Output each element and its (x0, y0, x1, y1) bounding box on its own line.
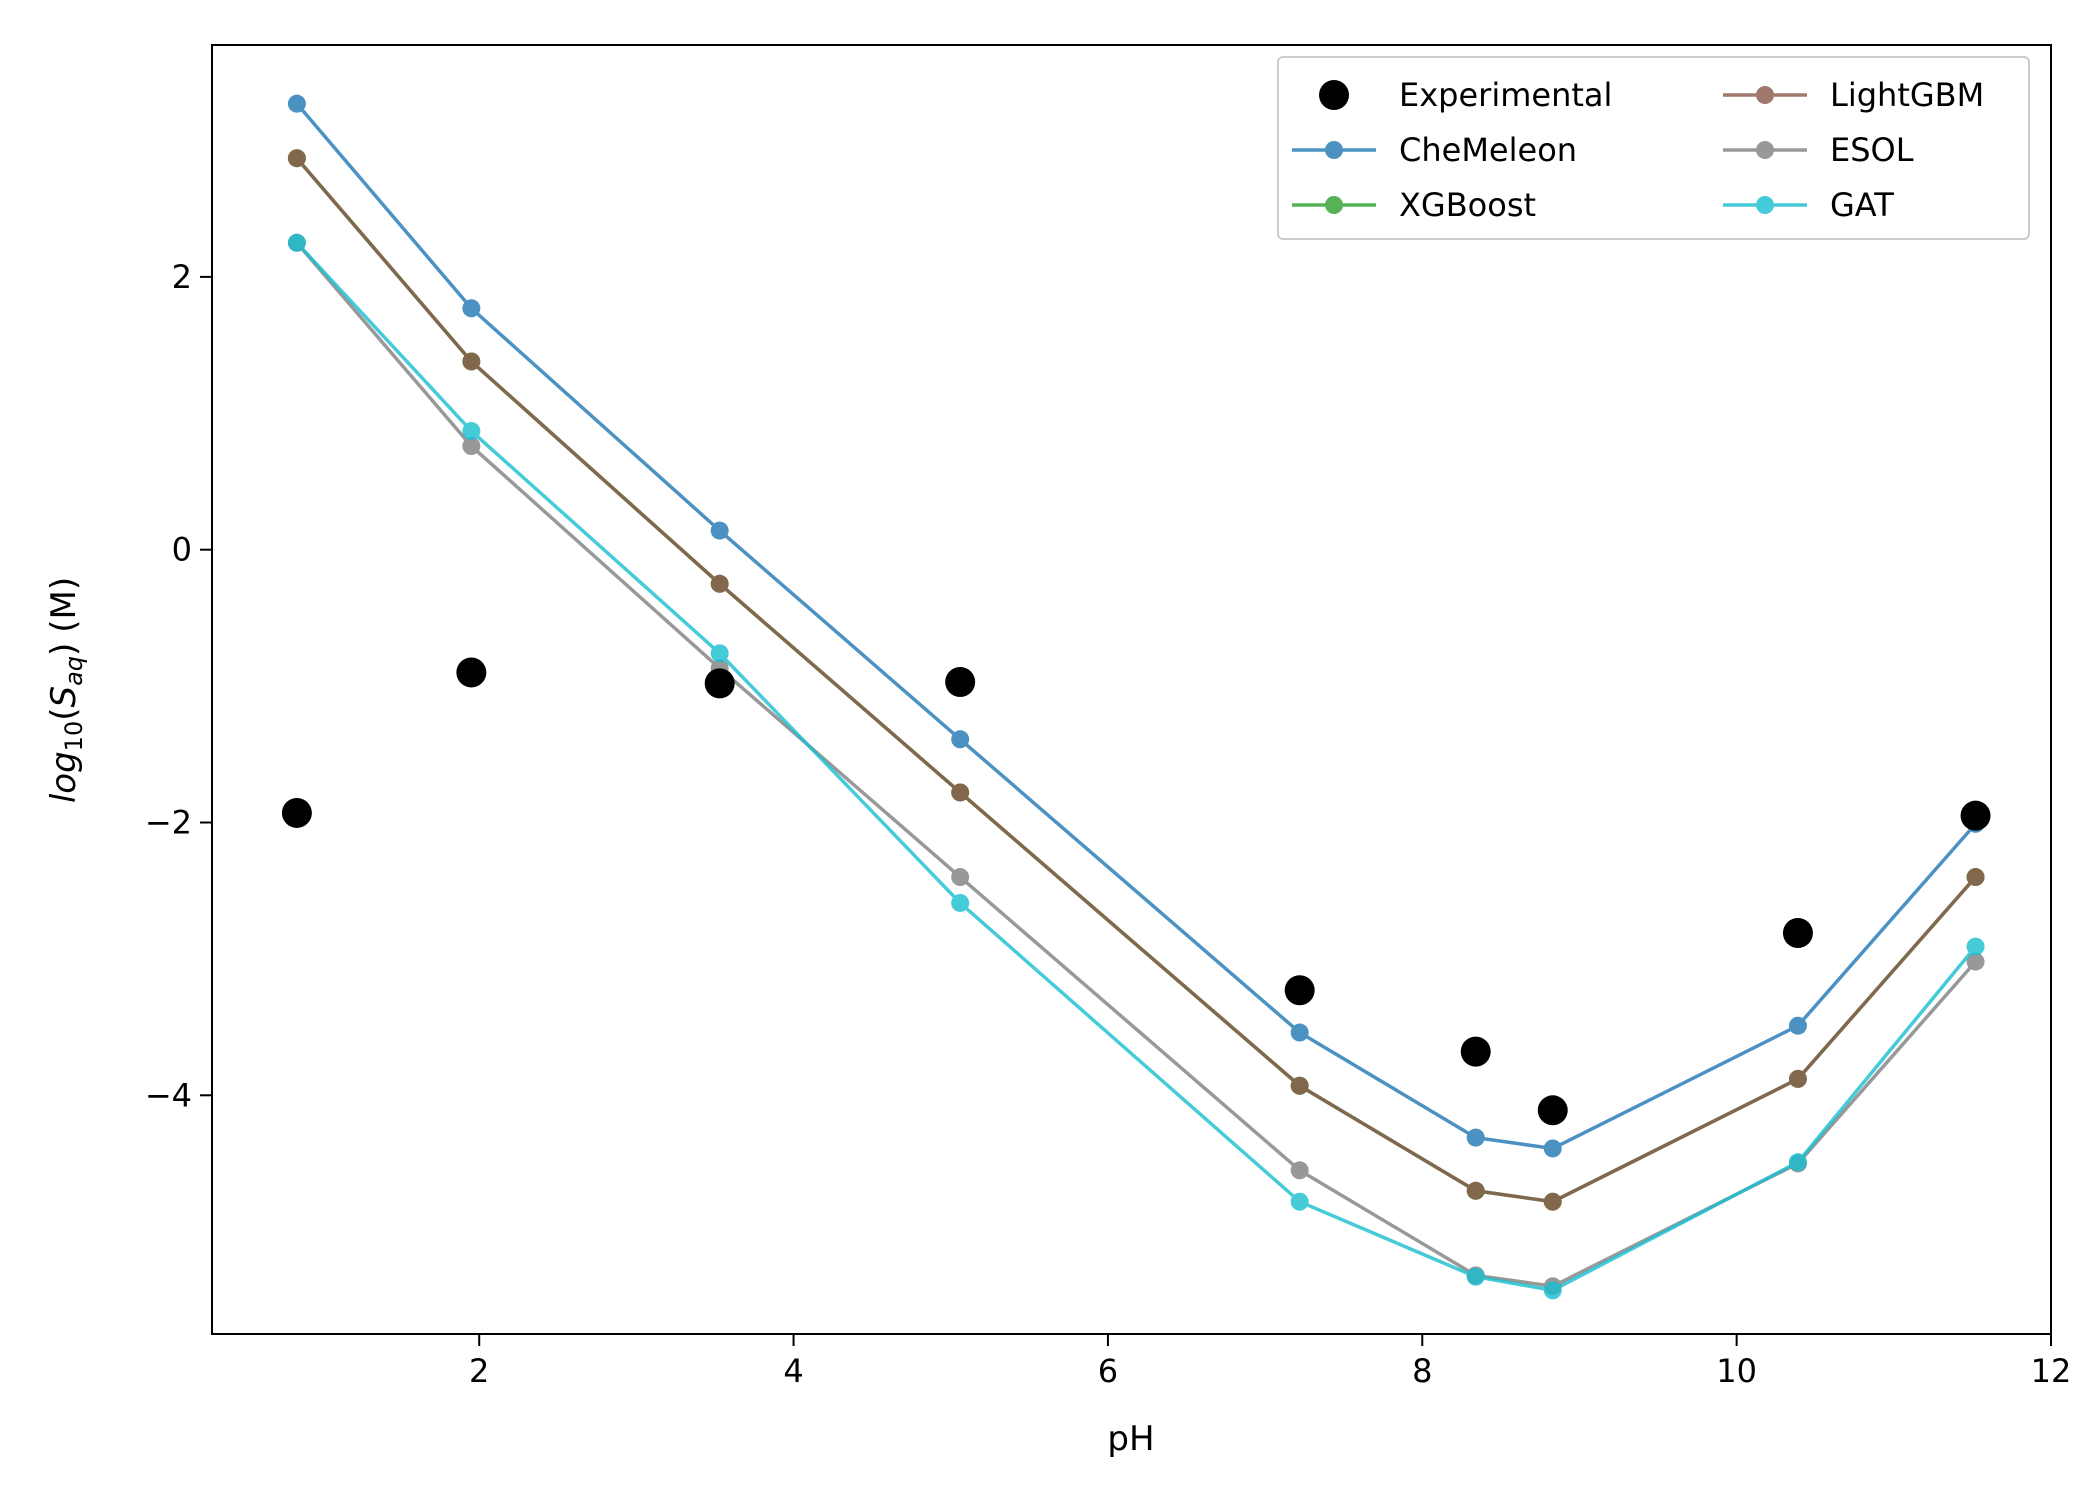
gat-point (1543, 1281, 1562, 1300)
xgboost-legend-handle (1292, 196, 1376, 214)
lightgbm-point (287, 149, 306, 168)
legend-label-gat: GAT (1830, 186, 1894, 224)
chemeleon-point (462, 299, 481, 318)
experimental-point (704, 668, 735, 699)
chemeleon-point (1543, 1139, 1562, 1158)
chemeleon-point (951, 730, 970, 749)
lightgbm-point (1290, 1076, 1309, 1095)
series-lightgbm (287, 149, 1985, 1211)
x-tick-label: 10 (1716, 1352, 1757, 1390)
scatter-layer (281, 657, 1991, 1126)
x-tick-label: 6 (1098, 1352, 1118, 1390)
chemeleon-point (287, 94, 306, 113)
x-axis-label: pH (1107, 1419, 1154, 1459)
experimental-point (456, 657, 487, 688)
gat-point (1466, 1267, 1485, 1286)
experimental-point (945, 666, 976, 697)
y-tick-label: −2 (145, 803, 192, 841)
legend: Experimental CheMeleon XGBoost LightGBM ESOL… (1277, 56, 2030, 240)
legend-label-lightgbm: LightGBM (1830, 76, 1984, 114)
lightgbm-point (1466, 1181, 1485, 1200)
lightgbm-point (1788, 1069, 1807, 1088)
chemeleon-point (1788, 1016, 1807, 1035)
legend-label-experimental: Experimental (1399, 76, 1612, 114)
legend-item-xgboost: XGBoost (1292, 186, 1536, 224)
series-layer (287, 94, 1985, 1300)
legend-item-gat: GAT (1723, 186, 1894, 224)
chemeleon-legend-handle (1292, 141, 1376, 159)
esol-point (462, 437, 481, 456)
lightgbm-point (462, 352, 481, 371)
legend-item-esol: ESOL (1723, 131, 1914, 169)
gat-point (710, 644, 729, 663)
legend-item-chemeleon: CheMeleon (1292, 131, 1577, 169)
gat-point (287, 233, 306, 252)
experimental-point (1782, 917, 1813, 948)
x-tick-label: 12 (2031, 1352, 2072, 1390)
experimental-point (1460, 1036, 1491, 1067)
chemeleon-point (1466, 1128, 1485, 1147)
gat-legend-handle (1723, 196, 1807, 214)
x-tick-label: 8 (1412, 1352, 1432, 1390)
esol-point (1966, 952, 1985, 971)
gat-point (1290, 1192, 1309, 1211)
lightgbm-point (1966, 868, 1985, 887)
gat-legend-marker (1756, 196, 1774, 214)
y-label-s: S (44, 686, 84, 708)
lightgbm-point (951, 783, 970, 802)
gat-point (951, 893, 970, 912)
lightgbm-legend-handle (1723, 86, 1807, 104)
esol-legend-handle (1723, 141, 1807, 159)
legend-label-xgboost: XGBoost (1399, 186, 1536, 224)
x-axis: 2 4 6 8 10 12 (469, 1334, 2071, 1390)
x-tick-label: 4 (783, 1352, 803, 1390)
y-axis-label: log10(Saq) (M) (44, 577, 88, 803)
y-label-sub-10: 10 (60, 721, 88, 752)
y-label-log: log (44, 751, 84, 803)
experimental-point (281, 797, 312, 828)
y-axis: 2 0 −2 −4 (145, 258, 212, 1114)
plot-frame (211, 44, 2052, 1335)
esol-legend-marker (1756, 141, 1774, 159)
y-tick-label: 0 (172, 531, 192, 569)
lightgbm-point (1543, 1192, 1562, 1211)
y-label-sub-aq: aq (60, 656, 88, 686)
legend-item-experimental: Experimental (1319, 76, 1612, 114)
gat-point (1788, 1153, 1807, 1172)
experimental-point (1537, 1095, 1568, 1126)
experimental-point (1284, 975, 1315, 1006)
gat-point (1966, 937, 1985, 956)
experimental-legend-marker (1319, 80, 1349, 110)
lightgbm-point (710, 574, 729, 593)
y-tick-label: −4 (145, 1076, 192, 1114)
y-tick-label: 2 (172, 258, 192, 296)
y-label-unit: (M) (44, 577, 84, 633)
esol-point (1290, 1161, 1309, 1180)
gat-point (462, 422, 481, 441)
y-label-open-paren: ( (44, 708, 84, 721)
experimental-point (1960, 800, 1991, 831)
chemeleon-point (1290, 1023, 1309, 1042)
chemeleon-legend-marker (1325, 141, 1343, 159)
esol-point (951, 868, 970, 887)
legend-frame (1277, 56, 2030, 240)
x-tick-label: 2 (469, 1352, 489, 1390)
xgboost-legend-marker (1325, 196, 1343, 214)
legend-label-esol: ESOL (1830, 131, 1914, 169)
y-label-close-paren: ) (44, 643, 84, 656)
series-gat (287, 233, 1985, 1300)
lightgbm-legend-marker (1756, 86, 1774, 104)
chemeleon-point (710, 521, 729, 540)
legend-label-chemeleon: CheMeleon (1399, 131, 1577, 169)
legend-item-lightgbm: LightGBM (1723, 76, 1984, 114)
